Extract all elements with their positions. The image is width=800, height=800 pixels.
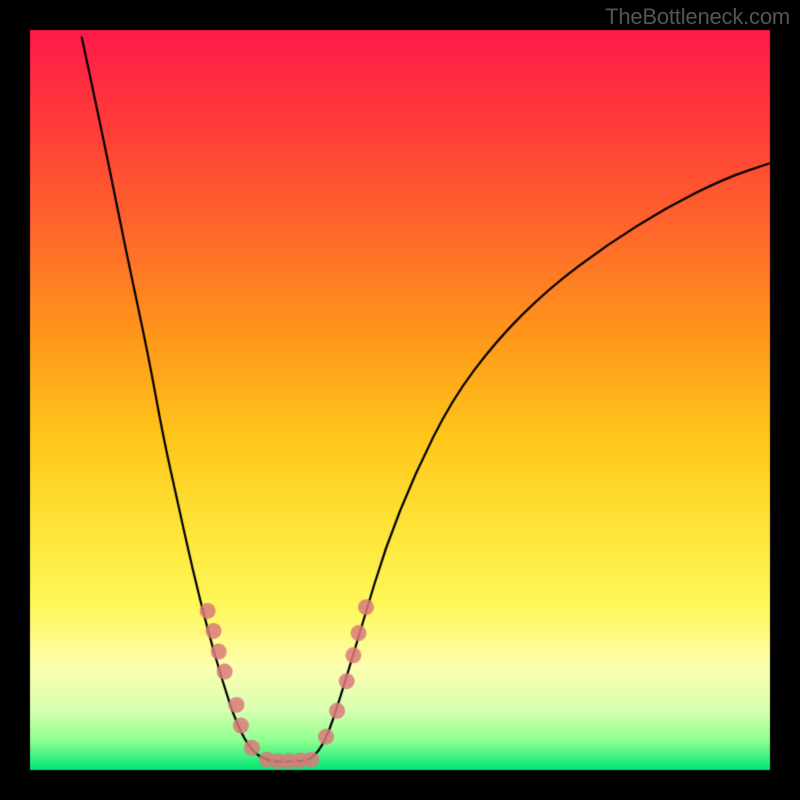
watermark-text: TheBottleneck.com — [605, 4, 790, 30]
chart-container: TheBottleneck.com — [0, 0, 800, 800]
scatter-markers — [0, 0, 800, 800]
